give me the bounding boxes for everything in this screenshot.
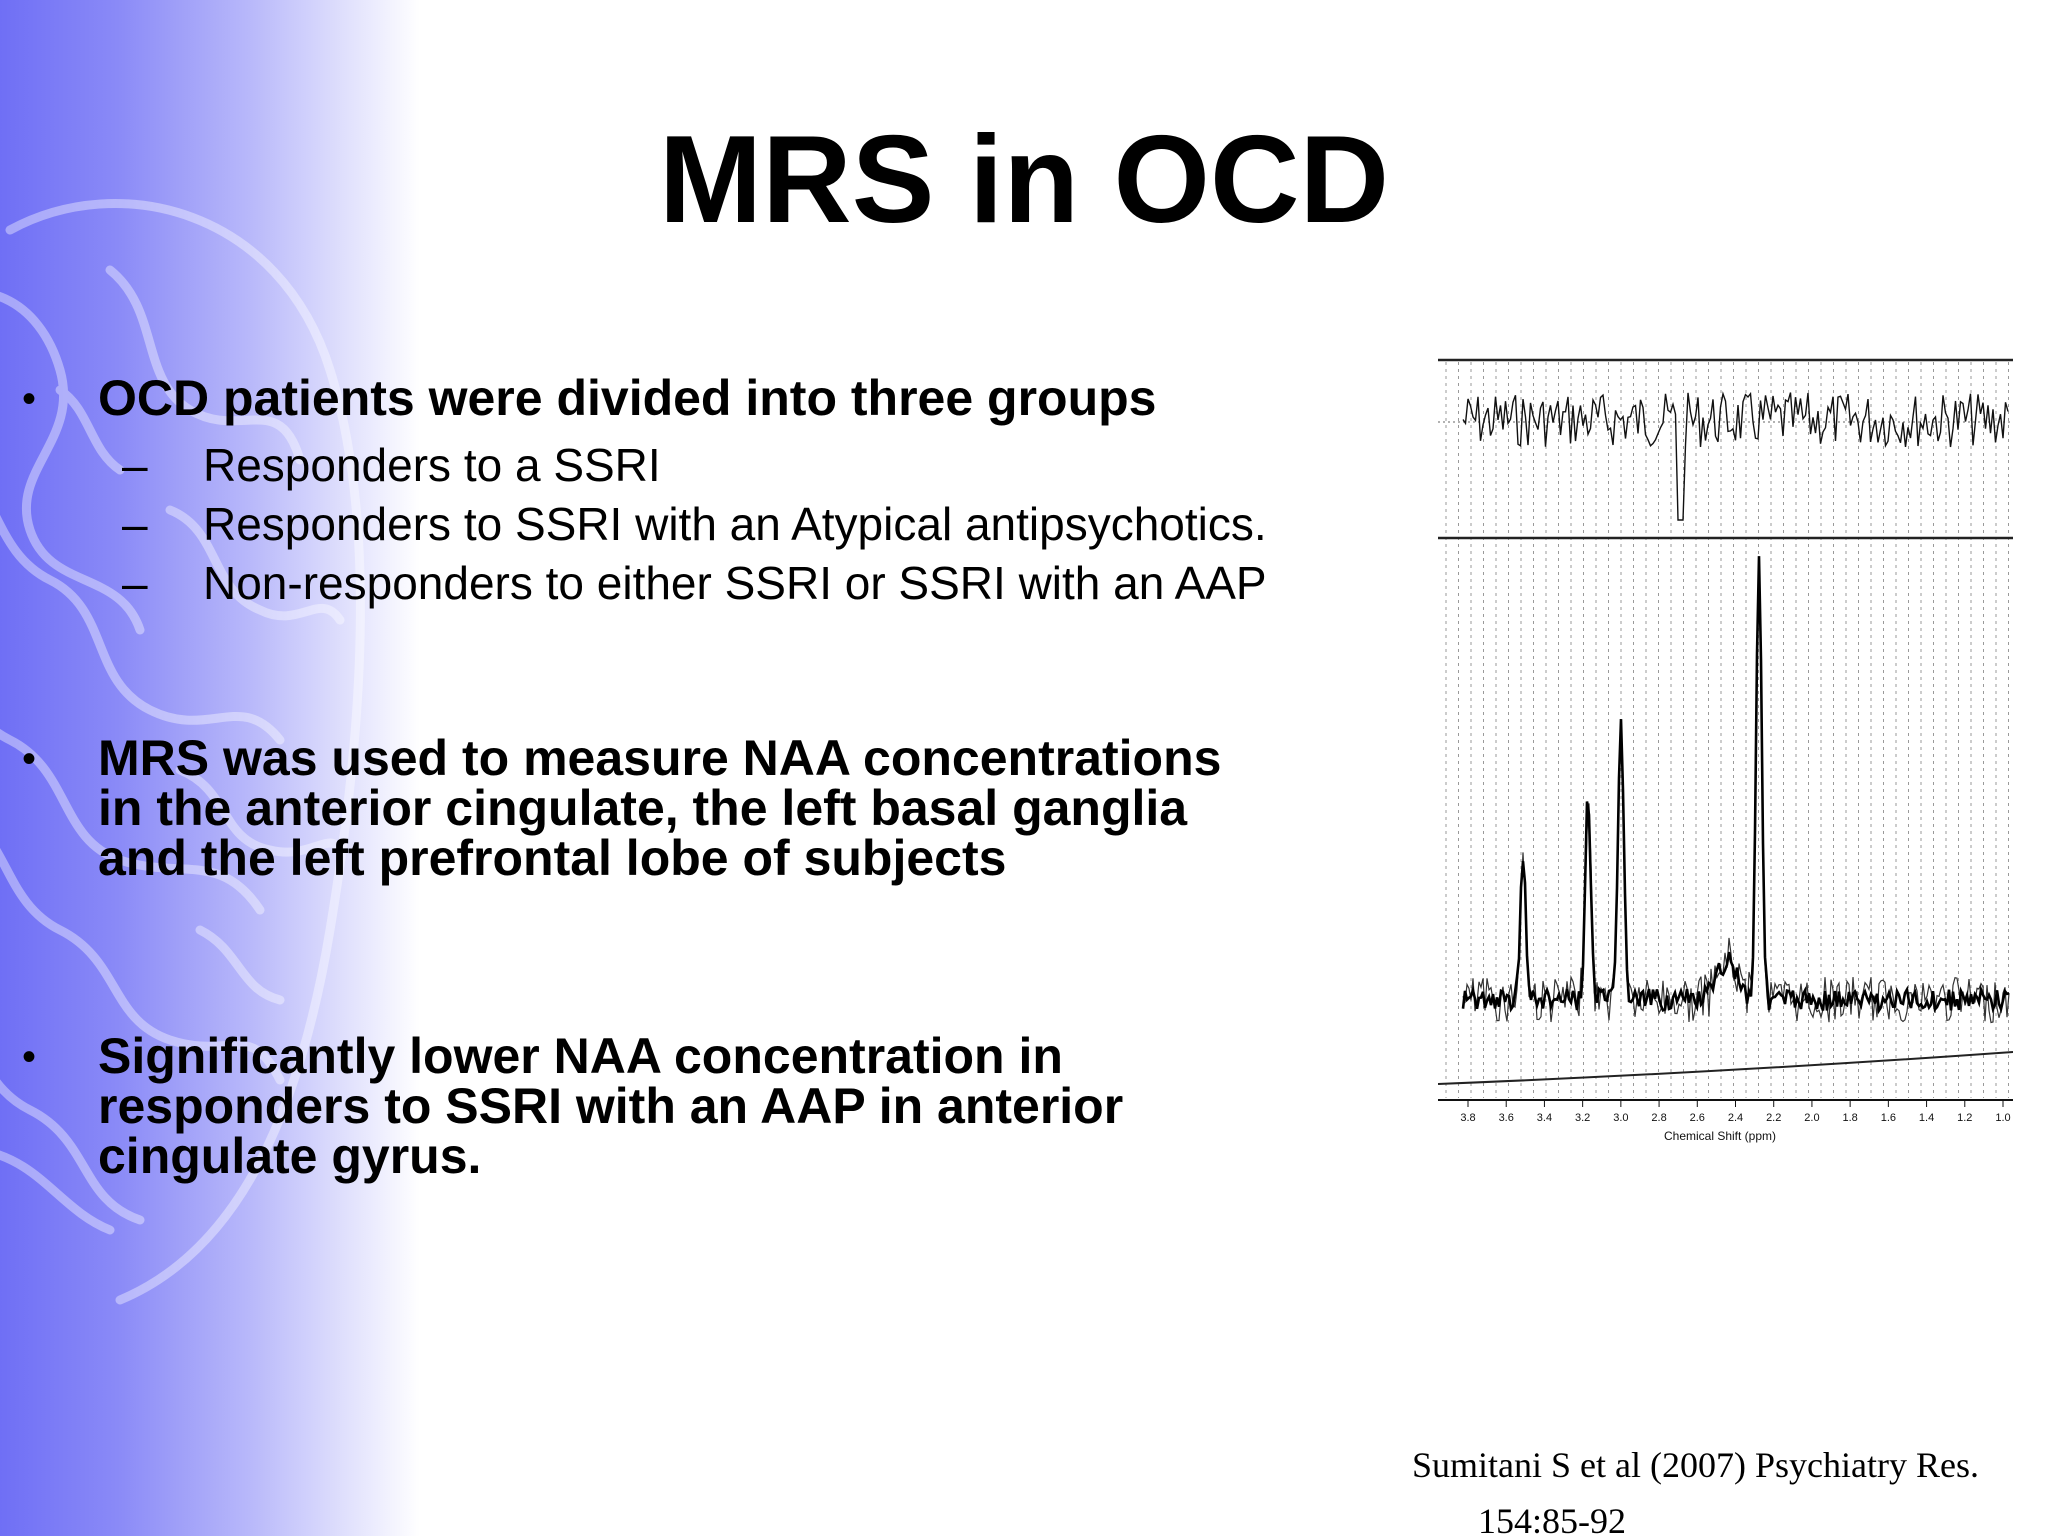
- x-tick-label: 3.4: [1537, 1112, 1552, 1124]
- sub-item-text: Responders to SSRI with an Atypical anti…: [203, 498, 1267, 550]
- dash-marker: –: [122, 557, 148, 609]
- left-gradient-band: [0, 0, 420, 1536]
- mrs-spectrum-figure: 3.8 3.6 3.4 3.2 3.0 2.8 2.6 2.4 2.2 2.0 1.8 1.6 1.4 1…: [1438, 350, 2013, 1155]
- x-axis-label: Chemical Shift (ppm): [1664, 1129, 1776, 1143]
- x-tick-label: 3.8: [1460, 1112, 1475, 1124]
- sub-item-non-responders: – Non-responders to either SSRI or SSRI …: [0, 554, 1420, 612]
- x-tick-label: 1.2: [1957, 1112, 1972, 1124]
- bullet-text-finding: Significantly lower NAA concentration in…: [98, 1031, 1418, 1181]
- citation-line-1: Sumitani S et al (2007) Psychiatry Res.: [1412, 1445, 1979, 1485]
- bullet-line: in the anterior cingulate, the left basa…: [98, 780, 1188, 836]
- x-tick-label: 1.6: [1881, 1112, 1896, 1124]
- bullet-text-mrs: MRS was used to measure NAA concentratio…: [98, 733, 1418, 883]
- dash-marker: –: [122, 439, 148, 491]
- bullet-line: Significantly lower NAA concentration in: [98, 1028, 1063, 1084]
- sub-item-text: Non-responders to either SSRI or SSRI wi…: [203, 557, 1267, 609]
- bullet-marker: •: [22, 737, 37, 781]
- residual-trace: [1462, 391, 2009, 521]
- x-tick-label: 2.0: [1804, 1112, 1819, 1124]
- sub-item-text: Responders to a SSRI: [203, 439, 661, 491]
- citation-line-2: 154:85-92: [1478, 1501, 1626, 1536]
- dash-marker: –: [122, 498, 148, 550]
- sub-item-ssri: – Responders to a SSRI: [0, 436, 1420, 494]
- x-tick-label: 2.4: [1728, 1112, 1743, 1124]
- bullet-line: cingulate gyrus.: [98, 1128, 482, 1184]
- bullet-line: MRS was used to measure NAA concentratio…: [98, 730, 1222, 786]
- bullet-line: and the left prefrontal lobe of subjects: [98, 830, 1007, 886]
- x-tick-label: 1.4: [1919, 1112, 1934, 1124]
- x-tick-label: 1.0: [1995, 1112, 2010, 1124]
- x-tick-label: 2.6: [1690, 1112, 1705, 1124]
- bullet-text-groups: OCD patients were divided into three gro…: [98, 370, 1157, 426]
- spectrum-fit-trace: [1461, 556, 2010, 1015]
- x-tick-label: 1.8: [1842, 1112, 1857, 1124]
- x-tick-label: 3.2: [1575, 1112, 1590, 1124]
- bullet-marker: •: [22, 1035, 37, 1079]
- bullet-marker: •: [22, 377, 37, 421]
- bullet-line: responders to SSRI with an AAP in anteri…: [98, 1078, 1124, 1134]
- x-tick-label: 3.6: [1499, 1112, 1514, 1124]
- x-tick-label: 2.8: [1651, 1112, 1666, 1124]
- sub-item-ssri-aap: – Responders to SSRI with an Atypical an…: [0, 495, 1420, 553]
- slide-title: MRS in OCD: [658, 111, 1390, 249]
- brain-illustration: [0, 199, 365, 1305]
- x-axis-ticks: 3.8 3.6 3.4 3.2 3.0 2.8 2.6 2.4 2.2 2.0 1.8 1.6 1.4 1…: [1460, 1100, 2011, 1124]
- x-tick-label: 2.2: [1766, 1112, 1781, 1124]
- spectrum-raw-trace: [1462, 569, 2010, 1024]
- x-tick-label: 3.0: [1613, 1112, 1628, 1124]
- baseline-curve: [1438, 1051, 2013, 1085]
